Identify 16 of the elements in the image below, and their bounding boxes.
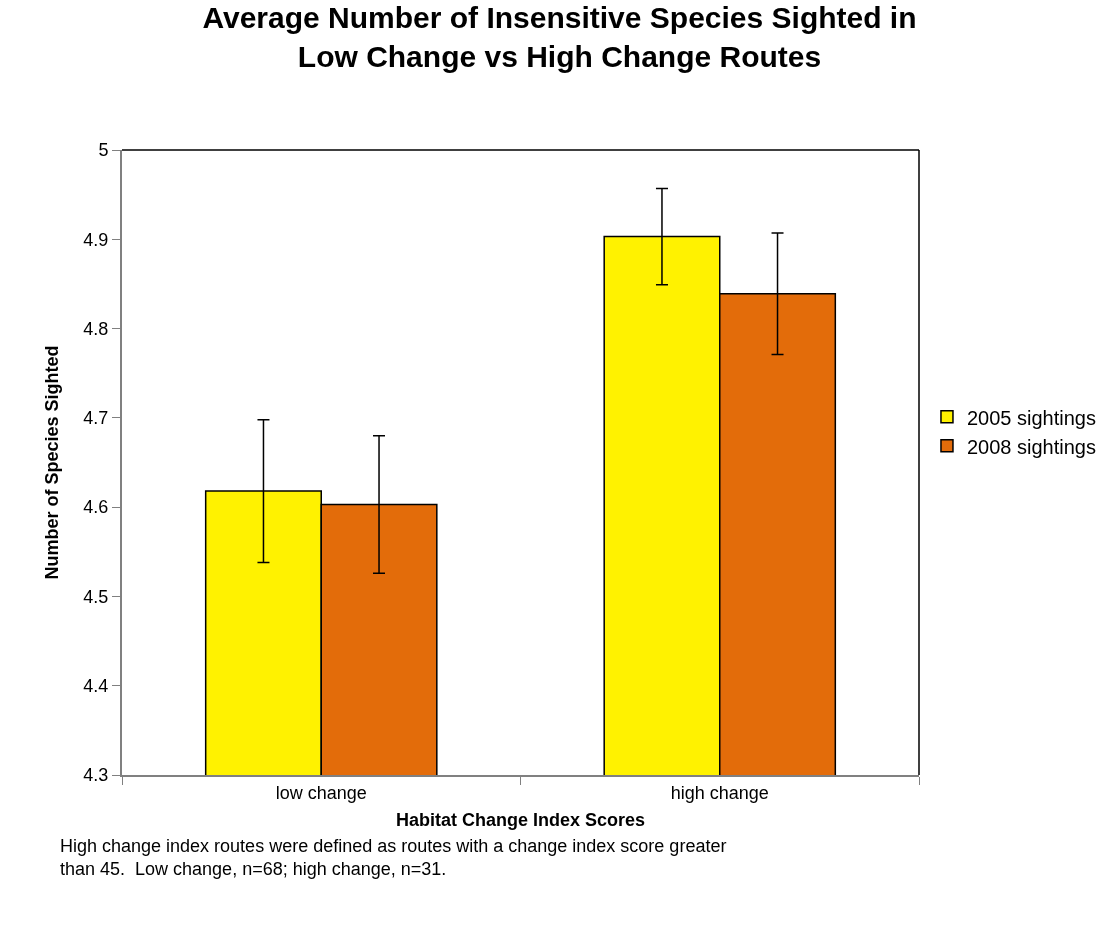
y-tick-label: 4.6	[83, 497, 109, 518]
chart-title: Average Number of Insensitive Species Sighted in Low Change vs High Change Routes	[202, 1, 917, 74]
x-tick-label: low change	[275, 782, 367, 803]
y-tick-label: 4.8	[83, 318, 109, 339]
y-tick-label: 4.7	[83, 408, 109, 429]
legend-label: 2005 sightings	[966, 406, 1096, 429]
y-tick-label: 4.5	[83, 586, 109, 607]
y-tick-label: 4.4	[83, 676, 109, 697]
y-tick-label: 4.9	[83, 229, 109, 250]
legend-label: 2008 sightings	[966, 435, 1096, 458]
y-axis-title: Number of Species Sighted	[42, 345, 63, 580]
text: High change index routes were defined as routes with a change index score greater than 45. Low change, n=68; high change, n=31.	[60, 836, 727, 880]
y-tick-label: 4.3	[83, 765, 109, 786]
y-tick-label: 5	[98, 140, 109, 161]
x-tick-label: high change	[670, 782, 769, 803]
x-axis-title: Habitat Change Index Scores	[395, 810, 646, 831]
